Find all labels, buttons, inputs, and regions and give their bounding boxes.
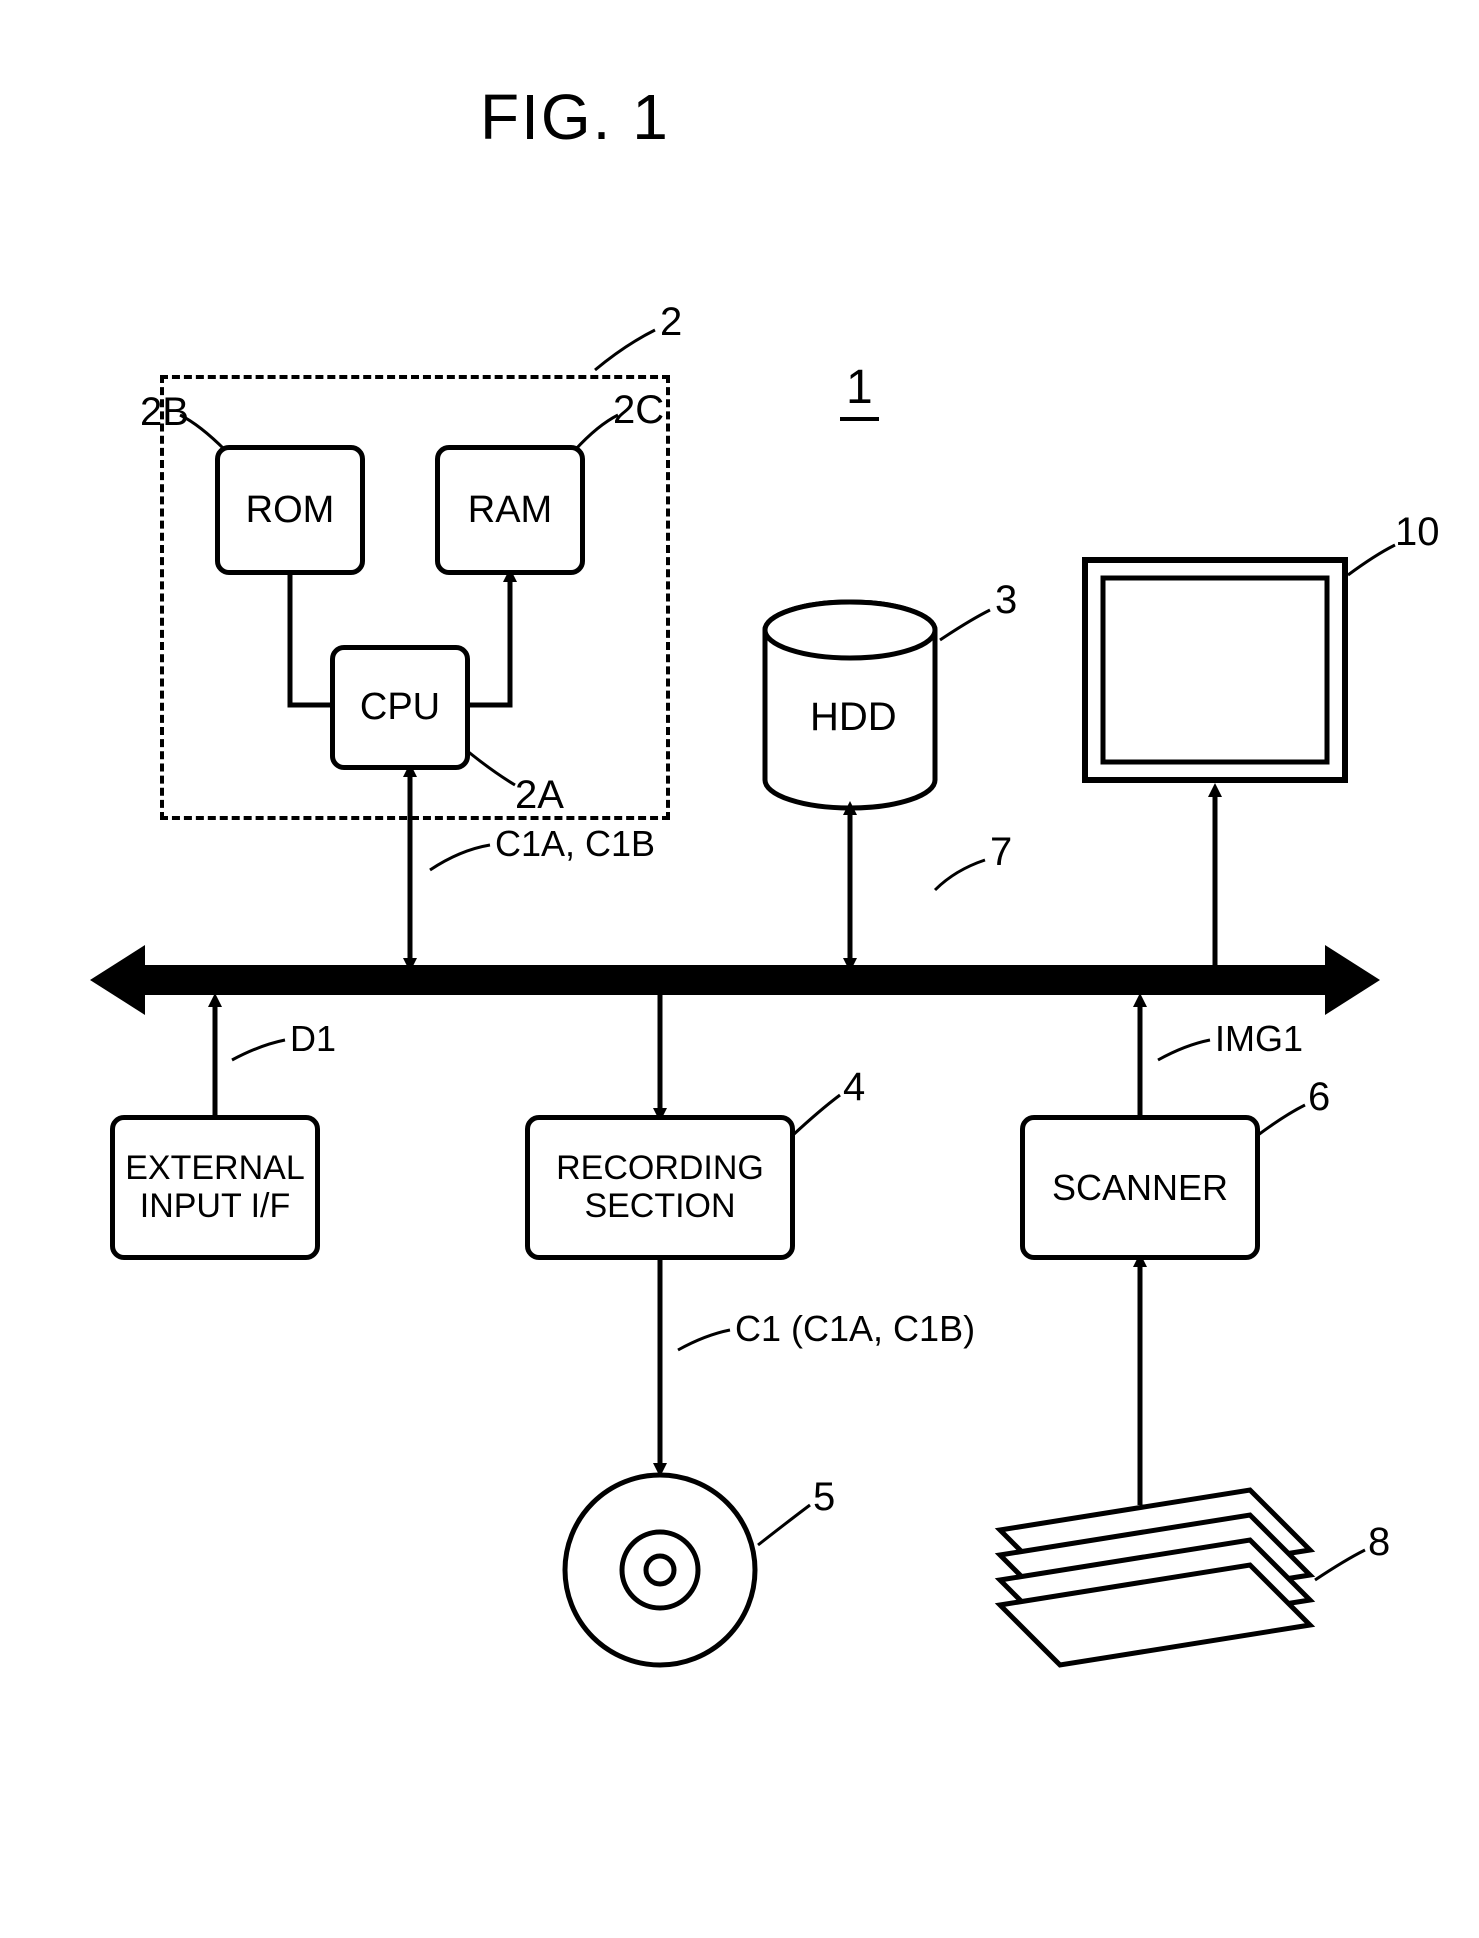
edge-label-cpu-bus: C1A, C1B [495, 823, 655, 865]
ext-if-node: EXTERNAL INPUT I/F [110, 1115, 320, 1260]
monitor-ref: 10 [1395, 510, 1440, 555]
bus-shape [90, 945, 1380, 1015]
recording-ref: 4 [843, 1065, 865, 1110]
bus-ref: 7 [990, 830, 1012, 875]
disc-ref-leader [758, 1505, 810, 1545]
recording-label-2: SECTION [584, 1188, 735, 1225]
recording-label-1: RECORDING [556, 1150, 764, 1187]
recording-node: RECORDING SECTION [525, 1115, 795, 1260]
rom-ref: 2B [140, 390, 189, 435]
cpu-node: CPU [330, 645, 470, 770]
monitor-shape [1085, 560, 1345, 780]
scanner-node: SCANNER [1020, 1115, 1260, 1260]
rec-disc-label-leader [678, 1330, 730, 1350]
ram-node: RAM [435, 445, 585, 575]
edge-label-scan-bus: IMG1 [1215, 1018, 1303, 1060]
edge-label-rec-disc: C1 (C1A, C1B) [735, 1308, 975, 1350]
monitor-ref-leader [1348, 545, 1395, 575]
scanner-label: SCANNER [1052, 1167, 1228, 1209]
cpu-group-ref: 2 [660, 300, 682, 345]
ext-if-label-2: INPUT I/F [140, 1188, 291, 1225]
book-ref-leader [1315, 1550, 1365, 1580]
hdd-label: HDD [810, 695, 897, 740]
ext-bus-label-leader [232, 1040, 285, 1060]
scanner-ref-leader [1258, 1105, 1305, 1135]
bus-ref-leader [935, 860, 985, 890]
rom-node: ROM [215, 445, 365, 575]
hdd-ref: 3 [995, 578, 1017, 623]
cpu-ref: 2A [515, 773, 564, 818]
ext-if-label-1: EXTERNAL [125, 1150, 305, 1187]
disc-shape [565, 1475, 755, 1665]
hdd-ref-leader [940, 610, 990, 640]
ram-label: RAM [468, 489, 552, 532]
disc-ref: 5 [813, 1475, 835, 1520]
ram-ref: 2C [613, 388, 664, 433]
book-shape [1000, 1490, 1310, 1665]
recording-ref-leader [793, 1095, 840, 1135]
scanner-ref: 6 [1308, 1075, 1330, 1120]
book-ref: 8 [1368, 1520, 1390, 1565]
diagram-svg [0, 0, 1479, 1938]
cpu-group-ref-leader [595, 330, 655, 370]
scan-bus-label-leader [1158, 1040, 1210, 1060]
edge-label-ext-bus: D1 [290, 1018, 336, 1060]
cpu-bus-label-leader [430, 845, 490, 870]
figure-stage: FIG. 1 1 [0, 0, 1479, 1938]
rom-label: ROM [246, 489, 335, 532]
cpu-label: CPU [360, 686, 440, 729]
